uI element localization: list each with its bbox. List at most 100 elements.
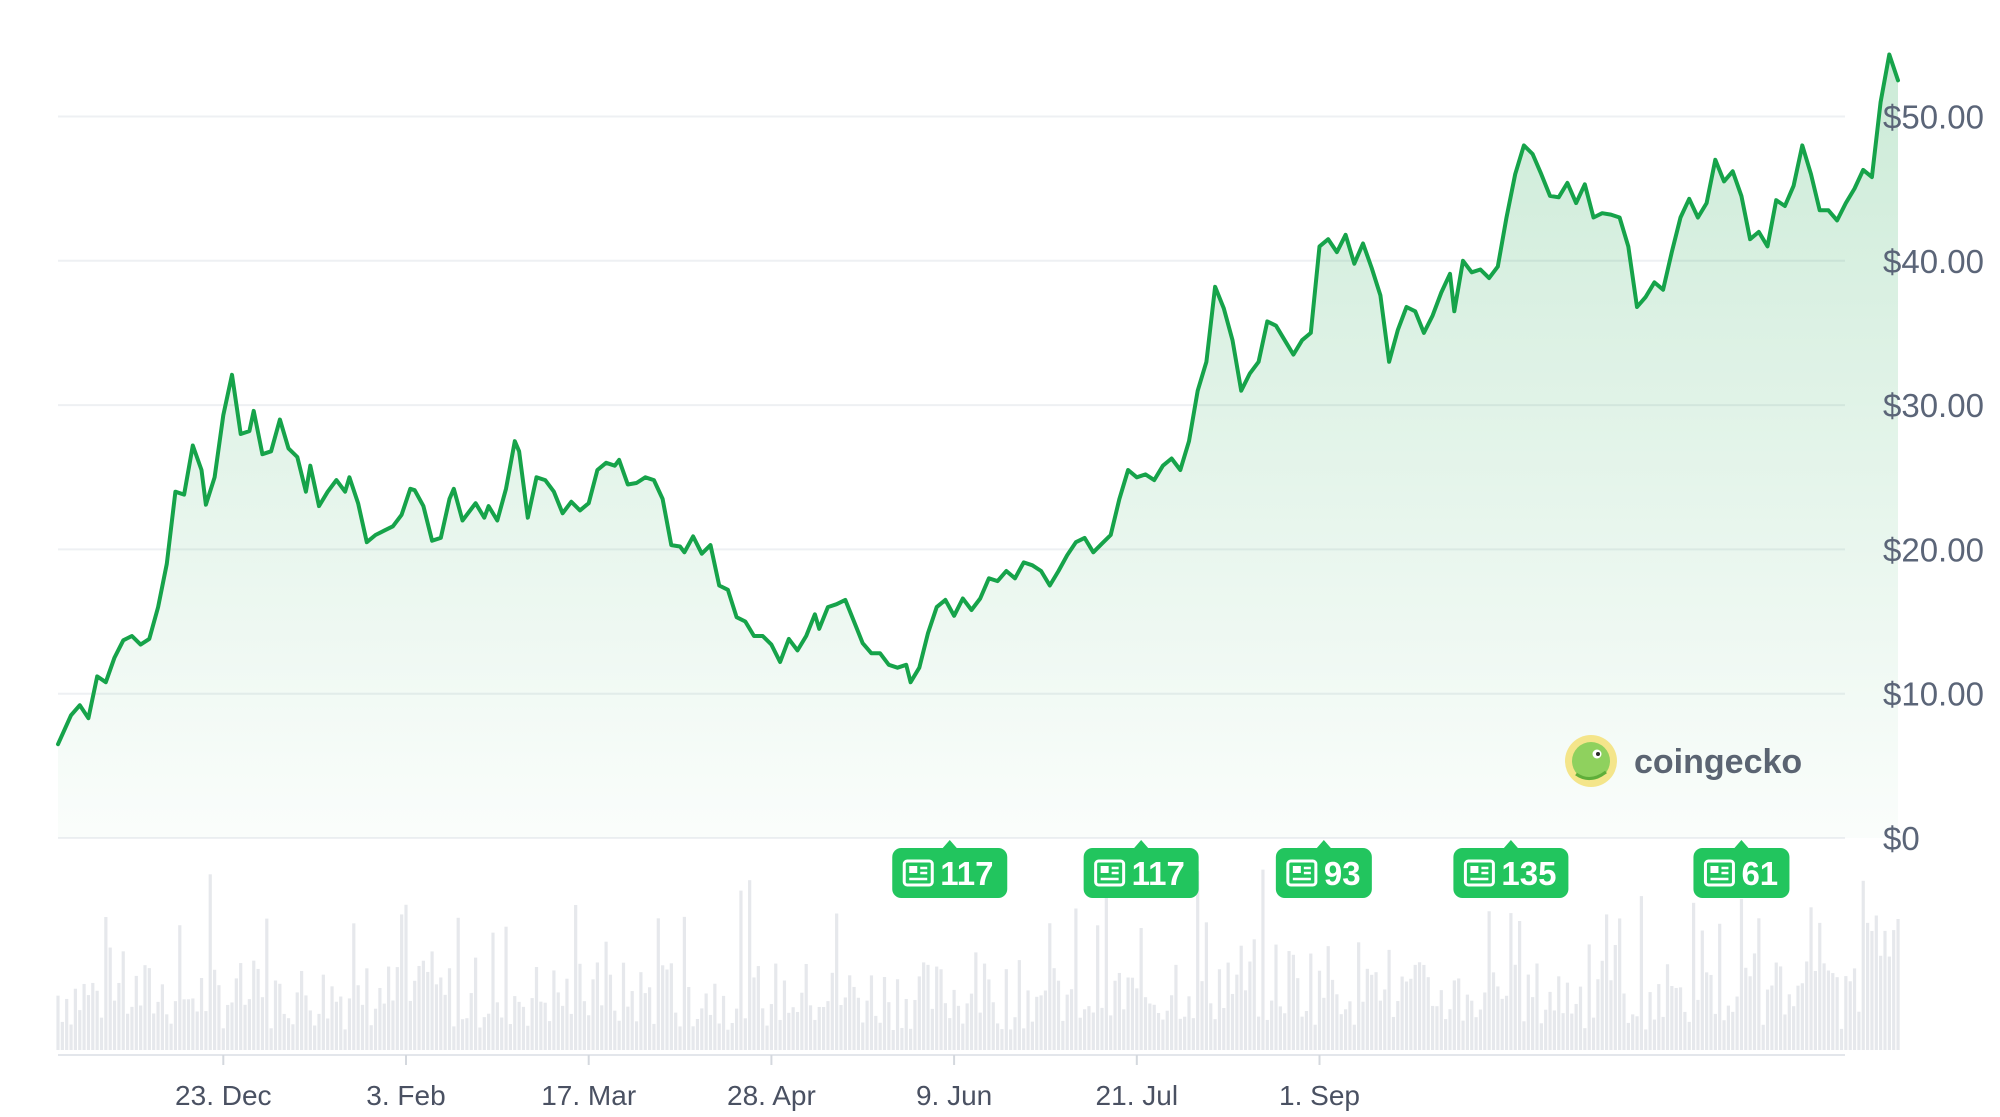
volume-bar	[65, 998, 69, 1050]
price-line-group	[56, 52, 1900, 747]
volume-bar	[1435, 1006, 1439, 1050]
y-tick-label: $10.00	[1883, 676, 1984, 713]
volume-bar	[360, 1004, 365, 1050]
volume-bar	[1522, 1021, 1526, 1050]
volume-bar	[1257, 1016, 1261, 1050]
volume-bar	[765, 1025, 769, 1050]
volume-bar	[304, 995, 308, 1050]
volume-bar	[60, 1021, 64, 1050]
volume-bar	[626, 1006, 630, 1050]
volume-bar	[369, 1025, 373, 1050]
volume-bar	[1083, 1009, 1087, 1050]
volume-bar	[543, 1002, 547, 1050]
volume-bar	[935, 966, 939, 1050]
volume-bar	[221, 1028, 225, 1050]
volume-bar	[1391, 1016, 1396, 1050]
volume-bar	[661, 965, 665, 1050]
volume-bar	[643, 993, 647, 1050]
volume-bar	[826, 1001, 830, 1050]
volume-bar	[878, 1022, 882, 1050]
volume-bar	[1309, 953, 1313, 1050]
volume-bar	[1052, 968, 1056, 1050]
volume-bar	[926, 964, 930, 1050]
volume-bar	[721, 995, 726, 1050]
volume-bar	[952, 989, 956, 1050]
volume-bar	[86, 995, 91, 1050]
volume-bar	[1648, 992, 1652, 1050]
volume-bar	[282, 1013, 286, 1050]
volume-bar	[387, 966, 391, 1050]
volume-bar	[134, 975, 138, 1050]
volume-bar	[1818, 922, 1822, 1050]
volume-bar	[1291, 954, 1295, 1050]
volume-bar	[1200, 981, 1204, 1050]
volume-bar	[169, 1023, 173, 1050]
volume-bar	[1104, 886, 1108, 1050]
volume-bar	[1139, 928, 1143, 1050]
volume-bar	[1557, 976, 1561, 1050]
volume-bar	[700, 1008, 704, 1050]
news-badge[interactable]: 61	[1693, 840, 1790, 898]
volume-bar	[265, 918, 269, 1050]
volume-bar	[230, 1002, 234, 1050]
volume-bar	[1335, 994, 1339, 1050]
volume-bar	[1692, 902, 1696, 1050]
volume-bar	[604, 941, 608, 1050]
volume-bar	[291, 1024, 295, 1050]
volume-bar	[791, 1007, 795, 1050]
volume-bar	[1417, 962, 1422, 1050]
volume-bar	[1287, 951, 1291, 1050]
news-badge[interactable]: 93	[1275, 840, 1372, 898]
volume-bar	[1056, 980, 1061, 1050]
watermark-text: coingecko	[1634, 743, 1802, 781]
volume-bar	[1765, 989, 1770, 1050]
volume-bar	[1431, 1005, 1435, 1050]
volume-bar	[1091, 1012, 1095, 1050]
volume-bar	[482, 1017, 486, 1050]
volume-bar	[1017, 960, 1021, 1050]
volume-bar	[1792, 1006, 1796, 1050]
volume-bar	[1383, 989, 1387, 1050]
volume-bar	[813, 1019, 817, 1050]
volume-bar	[1148, 1003, 1152, 1050]
volume-bar	[178, 925, 182, 1050]
volume-bar	[1596, 979, 1600, 1050]
volume-bar	[1204, 922, 1208, 1050]
volume-bar	[1209, 1003, 1213, 1050]
volume-bar	[1178, 1018, 1182, 1050]
volume-bar	[1243, 990, 1248, 1050]
news-badges[interactable]: 117 117 93 135 61	[892, 840, 1790, 898]
badge-pointer	[942, 840, 957, 848]
volume-bar	[943, 1003, 947, 1050]
volume-bar	[830, 972, 834, 1050]
volume-bar	[621, 962, 626, 1050]
volume-bar	[1565, 982, 1570, 1050]
volume-bar	[452, 1026, 456, 1050]
volume-bar	[1518, 921, 1522, 1050]
news-badge[interactable]: 135	[1453, 840, 1569, 898]
volume-bar	[1339, 1014, 1343, 1050]
volume-bar	[1304, 1010, 1309, 1050]
volume-bar	[591, 979, 595, 1050]
volume-bar	[1026, 990, 1030, 1050]
volume-bar	[295, 992, 299, 1050]
news-badge[interactable]: 117	[1083, 840, 1199, 898]
news-badge[interactable]: 117	[892, 840, 1008, 898]
volume-bar	[717, 1023, 721, 1050]
volume-bar	[234, 978, 238, 1050]
badge-count: 117	[1132, 855, 1185, 892]
volume-bar	[534, 966, 539, 1050]
volume-bar	[447, 968, 452, 1050]
volume-bar	[1096, 925, 1100, 1050]
volume-bar	[1678, 987, 1683, 1050]
volume-bar	[1365, 968, 1369, 1050]
volume-bar	[1509, 913, 1513, 1050]
volume-bar	[1852, 968, 1857, 1050]
volume-bar	[1274, 944, 1278, 1050]
volume-bar	[691, 1026, 695, 1050]
volume-bar	[1787, 994, 1791, 1050]
volume-bar	[108, 947, 112, 1050]
volume-bar	[1039, 995, 1043, 1050]
volume-bar	[782, 980, 787, 1050]
